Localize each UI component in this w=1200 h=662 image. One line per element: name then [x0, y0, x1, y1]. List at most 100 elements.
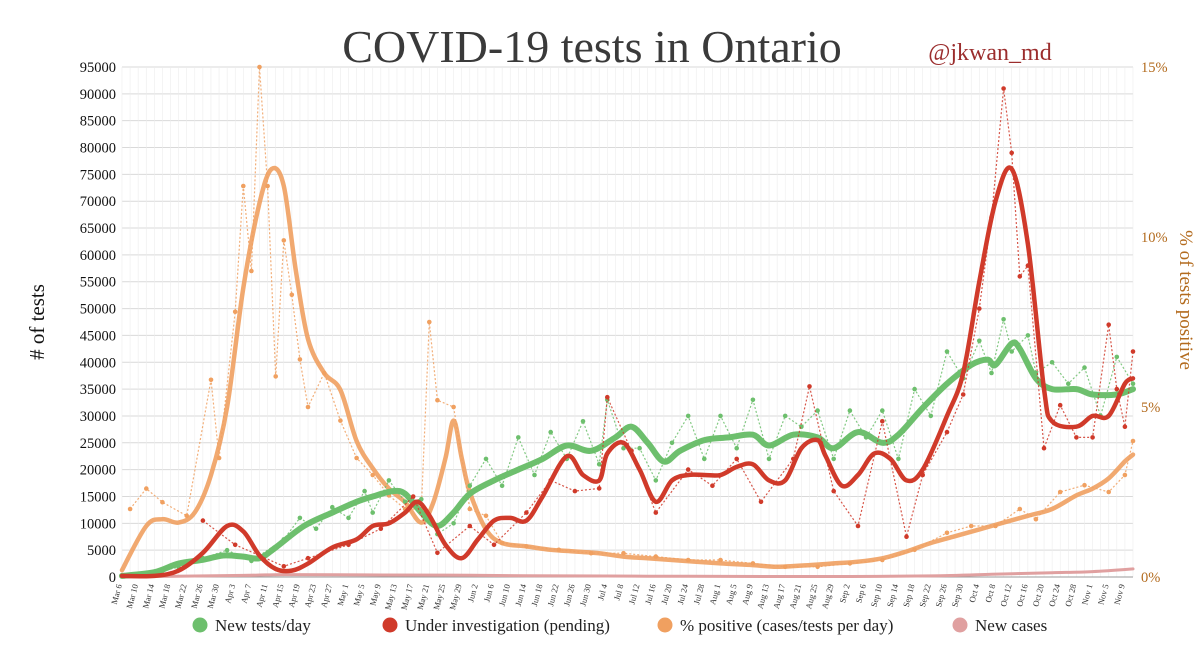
data-point	[257, 64, 262, 70]
y2-axis-label: % of tests positive	[1175, 230, 1196, 370]
x-tick-label: Oct 8	[983, 583, 997, 604]
series-daily-line	[129, 66, 1134, 568]
data-point	[977, 306, 982, 311]
data-point	[144, 486, 149, 491]
data-point	[386, 478, 392, 483]
data-point	[1049, 360, 1055, 365]
data-point	[435, 397, 440, 403]
y-tick-label: 25000	[80, 436, 116, 452]
data-point	[1106, 322, 1111, 328]
data-point	[1122, 424, 1128, 430]
legend-label: % positive (cases/tests per day)	[680, 616, 893, 635]
data-point	[596, 462, 602, 467]
x-axis-ticks: Mar 6 Mar 10 Mar 14 Mar 18 Mar 22 Mar 26 Mar 3…	[109, 582, 1127, 611]
data-point	[313, 526, 319, 531]
data-point	[1130, 349, 1136, 354]
data-point	[1057, 489, 1063, 495]
data-point	[289, 292, 295, 298]
data-point	[467, 523, 473, 529]
chart-credit: @jkwan_md	[928, 40, 1051, 66]
legend-label: Under investigation (pending)	[405, 616, 610, 635]
data-point	[855, 523, 861, 529]
data-point	[1106, 489, 1111, 495]
data-point	[330, 504, 335, 510]
data-point	[305, 555, 311, 561]
data-point	[1066, 381, 1071, 387]
data-point	[653, 478, 659, 483]
data-point	[928, 413, 934, 419]
x-tick-label: Apr 3	[222, 583, 237, 605]
data-point	[410, 494, 416, 499]
data-point	[904, 534, 909, 539]
x-tick-label: Jul 8	[612, 583, 626, 601]
data-point	[718, 413, 723, 419]
data-point	[766, 456, 772, 462]
data-point	[467, 483, 473, 489]
legend-marker	[952, 617, 968, 633]
data-point	[880, 419, 885, 424]
data-point	[968, 523, 974, 529]
data-point	[338, 418, 343, 423]
data-point	[734, 456, 739, 462]
data-point	[1025, 333, 1031, 338]
data-point	[483, 456, 489, 462]
data-point	[1130, 438, 1136, 444]
data-point	[297, 357, 303, 362]
legend-label: New tests/day	[215, 616, 311, 635]
y-tick-label: 30000	[80, 409, 116, 425]
data-point	[435, 550, 440, 556]
y-tick-label: 50000	[80, 302, 116, 318]
series-0	[119, 317, 1136, 579]
data-point	[944, 349, 950, 354]
data-point	[1017, 274, 1023, 279]
data-point	[685, 413, 691, 419]
data-point	[1041, 445, 1047, 451]
y2-tick-label: 10%	[1141, 230, 1168, 246]
data-point	[977, 338, 982, 344]
series-3	[120, 567, 1135, 579]
data-point	[273, 374, 279, 379]
data-point	[524, 510, 529, 515]
data-point	[880, 408, 885, 413]
data-point	[912, 386, 917, 392]
data-point	[491, 542, 497, 548]
y-tick-label: 5000	[87, 543, 116, 559]
data-point	[281, 564, 287, 569]
legend-marker	[192, 617, 208, 633]
data-point	[249, 268, 254, 274]
data-point	[378, 526, 384, 531]
y-tick-label: 10000	[80, 516, 116, 532]
data-point	[989, 370, 994, 376]
data-point	[831, 488, 836, 494]
data-point	[944, 530, 950, 536]
data-point	[782, 413, 788, 419]
data-point	[580, 419, 586, 424]
y-tick-label: 0	[109, 570, 116, 586]
data-point	[370, 510, 376, 515]
data-point	[702, 456, 707, 462]
data-point	[354, 455, 359, 461]
data-point	[1033, 516, 1039, 522]
data-point	[483, 513, 489, 519]
y-tick-label: 60000	[80, 248, 116, 264]
data-point	[305, 404, 311, 410]
data-point	[669, 440, 675, 446]
chart-title: COVID-19 tests in Ontario	[342, 21, 842, 72]
data-point	[1009, 349, 1014, 354]
data-point	[241, 183, 246, 189]
data-point	[1074, 435, 1079, 440]
data-point	[1122, 472, 1128, 478]
data-point	[710, 483, 715, 489]
data-point	[1009, 150, 1014, 156]
series-smooth-line	[119, 339, 1136, 579]
data-point	[467, 506, 473, 512]
data-point	[451, 404, 456, 410]
legend: New tests/day Under investigation (pendin…	[192, 616, 1047, 635]
data-point	[297, 515, 303, 521]
data-point	[758, 499, 764, 505]
data-point	[621, 445, 626, 451]
data-point	[572, 488, 578, 494]
data-point	[532, 472, 537, 478]
y-tick-label: 65000	[80, 221, 116, 237]
